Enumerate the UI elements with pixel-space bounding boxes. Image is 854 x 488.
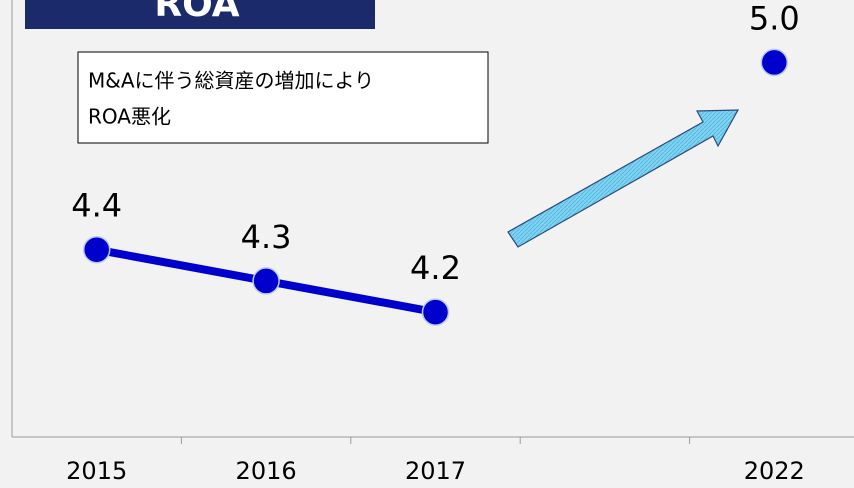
point (252, 267, 280, 295)
data-label: 4.3 (241, 218, 292, 256)
chart-title: ROA (154, 0, 239, 25)
point (421, 298, 450, 326)
data-label: 4.2 (410, 249, 461, 287)
trend-arrow (507, 109, 740, 248)
title-box (25, 0, 375, 29)
x-tick-label: 2016 (236, 457, 297, 485)
x-tick-label: 2022 (744, 457, 805, 485)
x-tick-label: 2015 (66, 457, 127, 485)
point (82, 235, 111, 264)
annotation-box (77, 51, 489, 144)
data-label: 4.4 (71, 187, 122, 225)
data-label: 5.0 (749, 0, 800, 37)
point (760, 48, 789, 77)
annotation: ROA悪化 (88, 105, 171, 129)
annotation: M&Aに伴う総資産の増加により (88, 69, 374, 93)
x-tick-label: 2017 (405, 457, 466, 485)
